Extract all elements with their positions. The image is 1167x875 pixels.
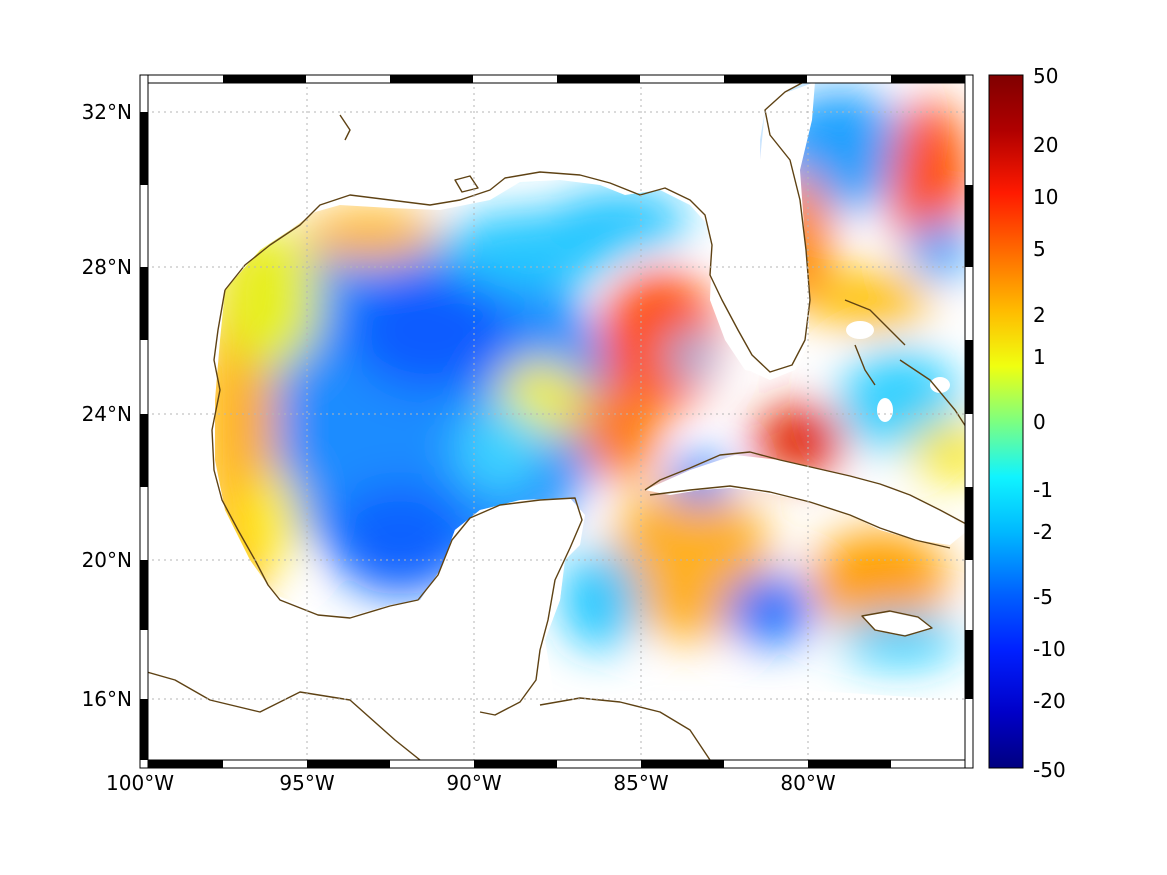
x-tick-label: 95°W [279,771,334,795]
land-mask [140,75,973,768]
colorbar-label: 20 [1033,133,1058,157]
y-tick-label: 32°N [82,100,132,124]
colorbar-labels: 50 20 10 5 2 1 0 -1 -2 -5 -10 -20 -50 [1033,64,1066,782]
colorbar-label: -20 [1033,689,1066,713]
colorbar-label: 5 [1033,237,1046,261]
colorbar-label: 1 [1033,345,1046,369]
gridlines [140,75,973,768]
colorbar-label: 50 [1033,64,1058,88]
y-axis: 32°N 28°N 24°N 20°N 16°N [82,100,132,711]
x-tick-label: 80°W [780,771,835,795]
colorbar-label: 2 [1033,303,1046,327]
x-axis: 100°W 95°W 90°W 85°W 80°W [106,771,836,795]
colorbar-label: -10 [1033,637,1066,661]
colorbar-label: 0 [1033,410,1046,434]
colorbar-label: -50 [1033,758,1066,782]
y-tick-label: 28°N [82,255,132,279]
colorbar-gradient [988,74,1024,769]
x-tick-label: 85°W [613,771,668,795]
colorbar-label: -1 [1033,478,1053,502]
coastline [140,75,969,768]
colorbar: 50 20 10 5 2 1 0 -1 -2 -5 -10 -20 -50 [988,64,1066,782]
y-tick-label: 24°N [82,402,132,426]
x-tick-label: 100°W [106,771,174,795]
colorbar-label: -5 [1033,585,1053,609]
y-tick-label: 20°N [82,548,132,572]
y-tick-label: 16°N [82,687,132,711]
colorbar-label: 10 [1033,185,1058,209]
map-frame [139,74,974,769]
x-tick-label: 90°W [446,771,501,795]
colorbar-label: -2 [1033,520,1053,544]
